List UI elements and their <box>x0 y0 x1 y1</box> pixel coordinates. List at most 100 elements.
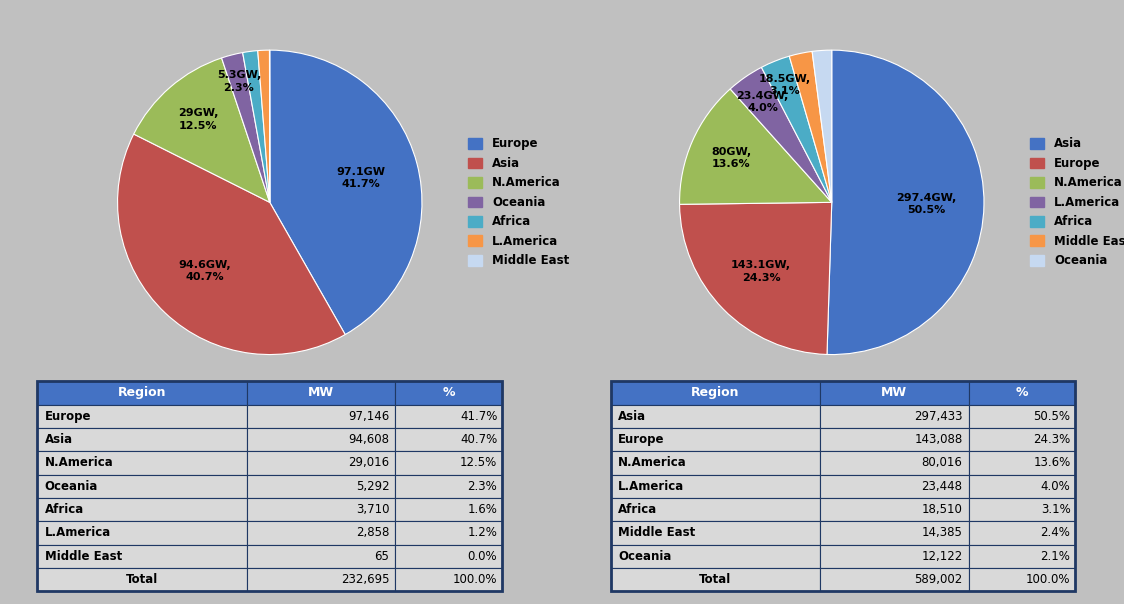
Text: 100.0%: 100.0% <box>453 573 497 586</box>
Wedge shape <box>118 134 345 355</box>
Text: 2.3%: 2.3% <box>468 480 497 493</box>
Text: 589,002: 589,002 <box>914 573 962 586</box>
Text: 2,858: 2,858 <box>356 527 389 539</box>
Text: N.America: N.America <box>45 457 114 469</box>
Text: 29GW,
12.5%: 29GW, 12.5% <box>178 108 218 130</box>
Text: 94,608: 94,608 <box>348 433 389 446</box>
Bar <box>819 451 969 475</box>
Text: 143,088: 143,088 <box>914 433 962 446</box>
Text: 65: 65 <box>374 550 389 563</box>
Text: Africa: Africa <box>45 503 84 516</box>
Wedge shape <box>257 50 270 202</box>
Bar <box>610 545 819 568</box>
Text: 100.0%: 100.0% <box>1026 573 1070 586</box>
Wedge shape <box>789 51 832 202</box>
Bar <box>246 381 396 405</box>
Legend: Europe, Asia, N.America, Oceania, Africa, L.America, Middle East: Europe, Asia, N.America, Oceania, Africa… <box>466 135 571 269</box>
Text: 14,385: 14,385 <box>922 527 962 539</box>
Bar <box>246 545 396 568</box>
Text: 80GW,
13.6%: 80GW, 13.6% <box>711 147 752 170</box>
Text: Total: Total <box>699 573 732 586</box>
Bar <box>37 545 246 568</box>
Text: 13.6%: 13.6% <box>1033 457 1070 469</box>
Text: Middle East: Middle East <box>45 550 123 563</box>
Bar <box>610 451 819 475</box>
Text: MW: MW <box>308 387 334 399</box>
Bar <box>819 568 969 591</box>
Bar <box>246 498 396 521</box>
Bar <box>396 428 502 451</box>
Text: 24.3%: 24.3% <box>1033 433 1070 446</box>
Bar <box>819 381 969 405</box>
Bar <box>610 381 819 405</box>
Wedge shape <box>243 51 270 202</box>
Text: 143.1GW,
24.3%: 143.1GW, 24.3% <box>732 260 791 283</box>
Bar <box>969 405 1076 428</box>
Text: L.America: L.America <box>618 480 685 493</box>
Bar <box>37 405 246 428</box>
Text: 232,695: 232,695 <box>341 573 389 586</box>
Bar <box>610 568 819 591</box>
Bar <box>610 475 819 498</box>
Bar <box>37 521 246 545</box>
Legend: Asia, Europe, N.America, L.America, Africa, Middle East, Oceania: Asia, Europe, N.America, L.America, Afri… <box>1028 135 1124 269</box>
Wedge shape <box>827 50 984 355</box>
Bar <box>246 521 396 545</box>
Text: N.America: N.America <box>618 457 687 469</box>
Bar <box>610 405 819 428</box>
Text: 297,433: 297,433 <box>914 410 962 423</box>
Bar <box>246 428 396 451</box>
Bar <box>969 545 1076 568</box>
Bar <box>396 405 502 428</box>
Text: 40.7%: 40.7% <box>460 433 497 446</box>
Bar <box>37 381 246 405</box>
Text: Region: Region <box>691 387 740 399</box>
Bar <box>396 568 502 591</box>
Text: Oceania: Oceania <box>45 480 98 493</box>
Bar <box>37 475 246 498</box>
Text: 0.0%: 0.0% <box>468 550 497 563</box>
Bar <box>610 428 819 451</box>
Text: L.America: L.America <box>45 527 111 539</box>
Bar <box>37 498 246 521</box>
Text: 41.7%: 41.7% <box>460 410 497 423</box>
Wedge shape <box>761 56 832 202</box>
Text: Asia: Asia <box>45 433 73 446</box>
Bar <box>610 521 819 545</box>
Text: 1.6%: 1.6% <box>468 503 497 516</box>
Text: Region: Region <box>118 387 166 399</box>
Text: 1.2%: 1.2% <box>468 527 497 539</box>
Bar <box>969 428 1076 451</box>
Wedge shape <box>680 89 832 204</box>
Text: Total: Total <box>126 573 158 586</box>
Bar <box>37 428 246 451</box>
Bar <box>819 405 969 428</box>
Bar <box>396 545 502 568</box>
Bar <box>37 568 246 591</box>
Bar <box>819 521 969 545</box>
Text: Europe: Europe <box>618 433 664 446</box>
Bar <box>819 428 969 451</box>
Text: 12,122: 12,122 <box>922 550 962 563</box>
Text: 29,016: 29,016 <box>348 457 389 469</box>
Wedge shape <box>680 202 832 355</box>
Bar <box>246 451 396 475</box>
Bar <box>396 451 502 475</box>
Text: 50.5%: 50.5% <box>1033 410 1070 423</box>
Text: 80,016: 80,016 <box>922 457 962 469</box>
Text: 3,710: 3,710 <box>356 503 389 516</box>
Text: MW: MW <box>881 387 907 399</box>
Text: Africa: Africa <box>618 503 658 516</box>
Text: 2.1%: 2.1% <box>1041 550 1070 563</box>
Bar <box>969 451 1076 475</box>
Bar <box>246 568 396 591</box>
Bar <box>969 475 1076 498</box>
Text: Middle East: Middle East <box>618 527 696 539</box>
Text: 23.4GW,
4.0%: 23.4GW, 4.0% <box>736 91 789 114</box>
Wedge shape <box>134 58 270 202</box>
Wedge shape <box>731 68 832 202</box>
Text: 97.1GW
41.7%: 97.1GW 41.7% <box>336 167 386 189</box>
Bar <box>969 381 1076 405</box>
Bar <box>246 405 396 428</box>
Text: Oceania: Oceania <box>618 550 671 563</box>
